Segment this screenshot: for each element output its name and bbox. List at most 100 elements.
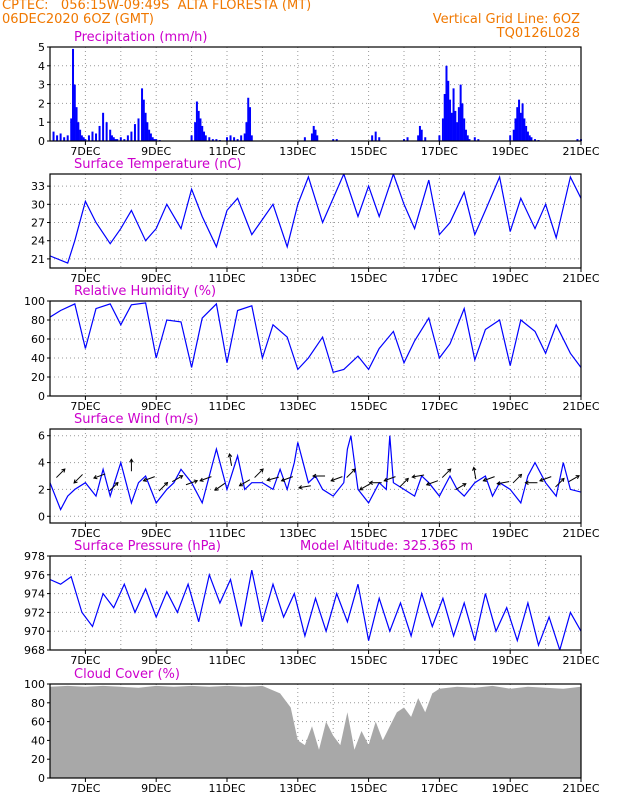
wind-arrow (568, 475, 580, 483)
precip-bar (528, 135, 531, 141)
x-tick-label: 11DEC (208, 782, 245, 795)
y-tick-label: 974 (24, 588, 45, 601)
wind-arrow-head (227, 453, 233, 458)
x-tick-label: 7DEC (70, 654, 100, 667)
x-tick-label: 7DEC (70, 400, 100, 413)
wind-arrow (229, 453, 233, 466)
wind-arrow-head (238, 482, 244, 487)
precip-bar (530, 137, 533, 141)
precip-bar (155, 139, 158, 141)
precip-bar (82, 137, 85, 141)
wind-arrow-head (383, 477, 388, 482)
y-tick-label: 30 (31, 198, 45, 211)
wind-arrow (267, 476, 279, 481)
panel-frame (49, 428, 582, 524)
precip-bar (516, 107, 519, 141)
wind-arrow (185, 480, 198, 486)
x-tick-label: 17DEC (421, 782, 458, 795)
precip-bar (79, 129, 82, 141)
precip-bar (201, 125, 204, 141)
precip-bar (153, 139, 156, 141)
y-tick-label: 972 (24, 606, 45, 619)
x-tick-label: 11DEC (208, 527, 245, 540)
precip-bar (417, 135, 420, 141)
wind-arrow-head (93, 475, 98, 480)
y-tick-label: 978 (24, 550, 45, 563)
y-tick-label: 968 (24, 644, 45, 657)
wind-arrow-head (472, 466, 477, 471)
wind-arrow (143, 476, 155, 482)
precip-bar (151, 137, 154, 141)
y-tick-label: 970 (24, 625, 45, 638)
precip-bar (466, 135, 469, 141)
precip-bar (73, 84, 76, 141)
wind-arrow (171, 475, 183, 483)
wind-arrow-head (539, 477, 544, 482)
precip-bar (133, 124, 136, 141)
wind-arrow-head (575, 475, 580, 479)
wind-arrow (539, 476, 552, 482)
y-tick-label: 976 (24, 569, 45, 582)
x-tick-label: 17DEC (421, 272, 458, 285)
x-tick-label: 17DEC (421, 654, 458, 667)
y-tick-label: 0 (38, 390, 45, 403)
precip-bar (77, 122, 80, 141)
precip-bar (87, 135, 90, 141)
wind-arrow-head (61, 468, 66, 473)
precip-bar (148, 129, 151, 141)
y-tick-label: 2 (38, 97, 45, 110)
wind-arrow (512, 474, 522, 484)
precip-bar (519, 112, 522, 141)
cloud-area (50, 685, 581, 778)
wind-arrow-head (368, 480, 373, 485)
precip-bar (63, 137, 66, 141)
precip-bar (245, 122, 248, 141)
y-tick-label: 0 (38, 510, 45, 523)
x-tick-label: 19DEC (492, 272, 529, 285)
panel-title: Precipitation (mm/h) (74, 30, 207, 45)
precip-bar (316, 135, 319, 141)
precip-bar (105, 122, 108, 141)
wind-arrow-head (447, 468, 452, 473)
wind-arrow-head (193, 479, 199, 484)
y-tick-label: 3 (38, 79, 45, 92)
wind-arrow (399, 478, 409, 488)
x-tick-label: 21DEC (562, 272, 599, 285)
wind-arrow (93, 473, 106, 479)
wind-arrow-head (404, 477, 409, 482)
x-tick-label: 21DEC (562, 145, 599, 158)
precip-bar (109, 129, 112, 141)
model-altitude-label: Model Altitude: 325.365 m (300, 539, 473, 554)
precip-bar (149, 133, 152, 141)
x-tick-label: 7DEC (70, 272, 100, 285)
x-tick-label: 13DEC (279, 782, 316, 795)
y-tick-label: 100 (24, 295, 45, 308)
precip-bar (314, 129, 317, 141)
wind-arrow-head (425, 481, 431, 486)
precip-bar (378, 137, 381, 141)
wind-arrow-head (179, 475, 184, 479)
x-tick-label: 15DEC (350, 272, 387, 285)
wind-arrow-head (259, 468, 264, 473)
wind-arrow-head (214, 486, 219, 491)
panel-frame (49, 173, 582, 269)
y-tick-label: 40 (31, 734, 45, 747)
x-tick-label: 9DEC (141, 654, 171, 667)
y-tick-label: 20 (31, 753, 45, 766)
panel-temp: 21 24 27 30 33 7DEC 9DEC 11DEC 13DEC 15DEC 17DEC 19… (31, 157, 600, 285)
precip-bar (70, 118, 73, 141)
wind-arrow (281, 476, 293, 482)
precip-bar (303, 137, 306, 141)
x-tick-label: 21DEC (562, 654, 599, 667)
precip-bar (202, 131, 205, 141)
y-tick-label: 40 (31, 352, 45, 365)
panel-title: Surface Temperature (nC) (74, 157, 242, 172)
wind-arrow-head (199, 477, 204, 482)
series-line-pressure (50, 569, 581, 650)
y-tick-label: 21 (31, 253, 45, 266)
panel-rh: 0 20 40 60 80 100 7DEC 9DEC 11DEC 13DEC 15DEC 17DEC… (24, 284, 600, 413)
wind-arrow (412, 474, 425, 478)
wind-arrow (56, 468, 66, 478)
precip-bar (146, 122, 149, 141)
x-tick-label: 19DEC (492, 782, 529, 795)
